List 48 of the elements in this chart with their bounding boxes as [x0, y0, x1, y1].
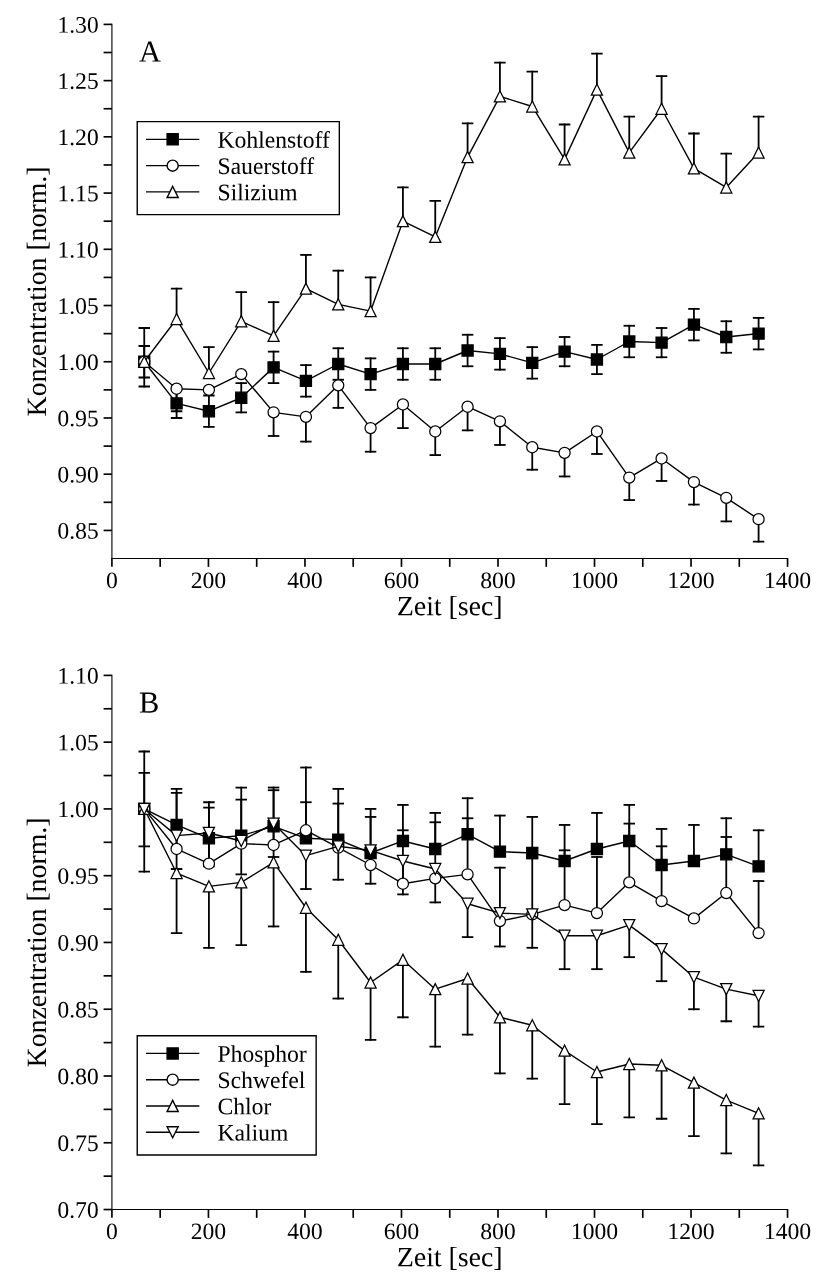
x-tick-label: 200 — [191, 572, 226, 589]
y-tick-label: 0.75 — [58, 1135, 98, 1152]
y-tick-label: 0.70 — [58, 1202, 98, 1219]
annotation: A — [139, 41, 161, 62]
y-tick-label: 0.95 — [58, 410, 98, 427]
x-tick-label: 200 — [191, 1223, 226, 1240]
x-tick-label: 400 — [287, 1223, 322, 1240]
y-axis-title: Konzentration [norm.] — [26, 168, 50, 416]
x-tick-label: 1000 — [572, 1223, 618, 1240]
x-tick-label: 600 — [384, 1223, 419, 1240]
x-tick-label: 1400 — [766, 1223, 811, 1240]
x-tick-label: 800 — [481, 572, 515, 589]
x-tick-label: 800 — [481, 1223, 515, 1240]
legend-label: Silizium — [219, 183, 298, 201]
y-tick-label: 0.85 — [58, 522, 98, 539]
y-tick-label: 1.00 — [59, 354, 98, 371]
x-axis-title: Zeit [sec] — [398, 1246, 501, 1270]
y-axis-title: Konzentration [norm.] — [26, 819, 50, 1067]
y-tick-label: 1.20 — [59, 129, 98, 146]
y-tick-label: 0.90 — [58, 934, 98, 951]
legend-label: Phosphor — [218, 1045, 307, 1067]
x-tick-label: 400 — [287, 572, 322, 589]
legend-label: Kohlenstoff — [218, 131, 330, 148]
legend-label: Schwefel — [219, 1071, 305, 1089]
x-tick-label: 1200 — [669, 1223, 714, 1240]
y-tick-label: 0.85 — [58, 1001, 98, 1018]
y-tick-label: 1.25 — [59, 73, 98, 90]
y-tick-label: 0.80 — [58, 1068, 98, 1085]
x-tick-label: 1400 — [766, 572, 811, 589]
y-tick-label: 1.10 — [59, 667, 98, 684]
y-tick-label: 1.15 — [59, 185, 98, 202]
x-tick-label: 0 — [106, 1223, 117, 1240]
legend-label: Chlor — [218, 1097, 272, 1115]
y-tick-label: 1.00 — [59, 801, 98, 818]
legend-label: Kalium — [218, 1124, 288, 1141]
y-tick-label: 1.10 — [59, 241, 98, 258]
legend-label: Sauerstoff — [219, 157, 315, 175]
annotation: B — [139, 692, 158, 713]
y-tick-label: 0.95 — [58, 868, 98, 885]
y-tick-label: 1.05 — [59, 734, 98, 751]
x-tick-label: 1200 — [669, 572, 714, 589]
y-tick-label: 0.90 — [58, 466, 98, 483]
y-tick-label: 1.05 — [59, 298, 98, 315]
x-axis-title: Zeit [sec] — [398, 595, 501, 619]
x-tick-label: 1000 — [572, 572, 618, 589]
y-tick-label: 1.30 — [59, 16, 98, 33]
x-tick-label: 600 — [384, 572, 419, 589]
x-tick-label: 0 — [106, 572, 117, 589]
